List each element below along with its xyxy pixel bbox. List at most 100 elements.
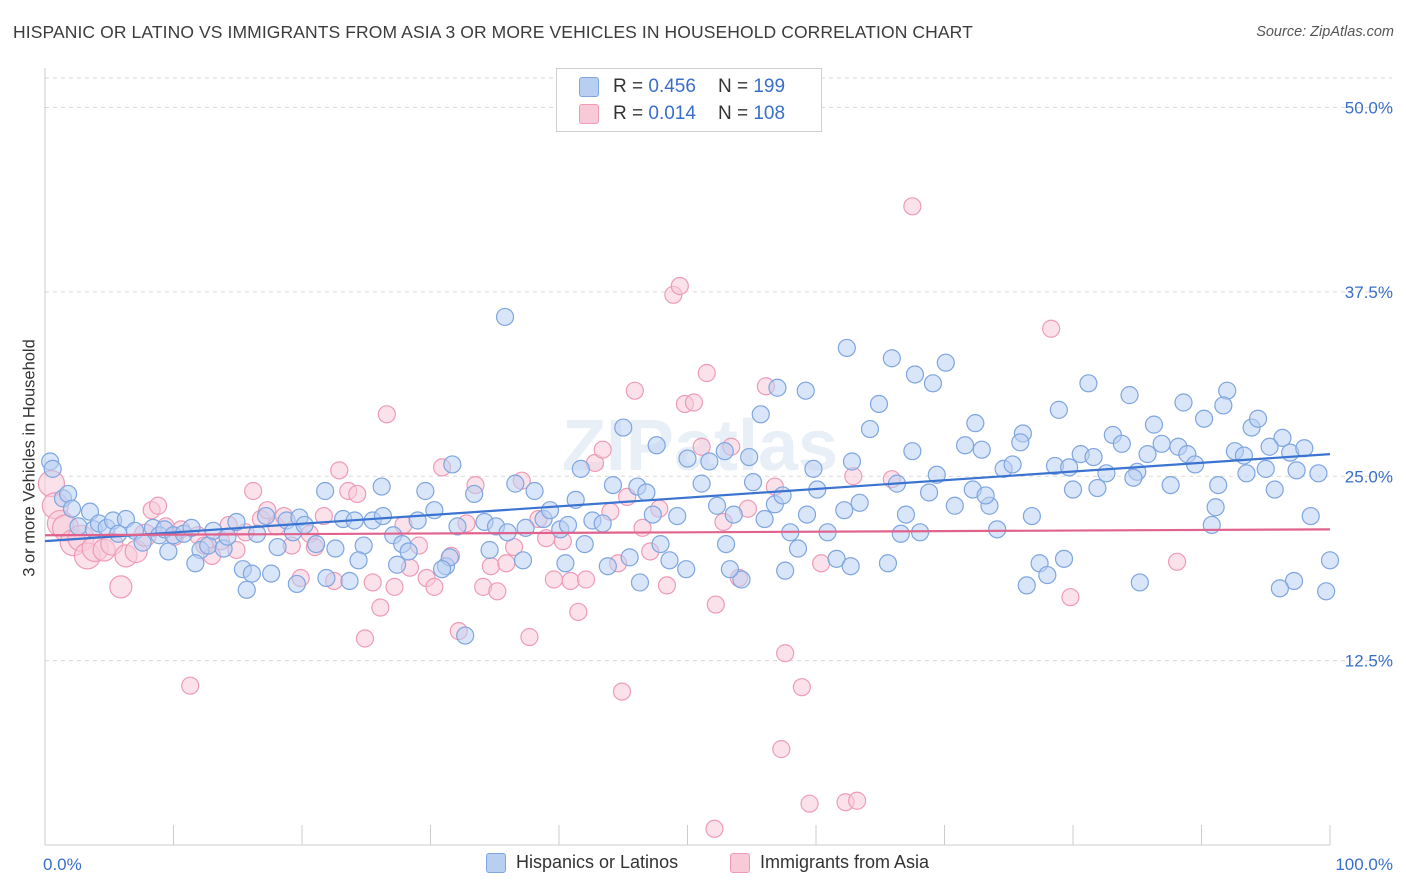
bottom-legend-label: Hispanics or Latinos <box>516 852 679 872</box>
data-point <box>603 476 623 495</box>
data-point <box>670 276 689 296</box>
data-point <box>797 505 817 524</box>
data-point <box>316 481 335 501</box>
data-point <box>1042 319 1061 338</box>
data-point <box>878 554 898 573</box>
data-point <box>837 338 856 358</box>
data-point <box>558 515 578 535</box>
data-point <box>927 465 946 484</box>
data-point <box>697 363 716 383</box>
data-point <box>1167 552 1187 571</box>
data-point <box>1120 386 1139 405</box>
data-point <box>1060 458 1079 477</box>
data-point <box>891 524 910 543</box>
data-point <box>1287 461 1306 480</box>
y-tick-label: 25.0% <box>1345 467 1393 486</box>
data-point <box>109 575 133 599</box>
legend-n-value: 108 <box>753 103 786 124</box>
data-point <box>976 486 995 505</box>
data-point <box>1214 396 1233 415</box>
trend-line-1 <box>44 528 1331 537</box>
data-point <box>1295 439 1314 458</box>
data-point <box>262 564 281 583</box>
y-tick-label: 50.0% <box>1345 99 1393 118</box>
data-point <box>237 580 256 599</box>
data-point <box>448 517 467 536</box>
data-point <box>133 533 152 552</box>
data-point <box>520 627 539 647</box>
legend-row-hispanics: R = 0.456 N = 199 <box>579 75 785 99</box>
data-point <box>796 381 815 400</box>
data-point <box>244 481 263 501</box>
legend-swatch-pink <box>579 104 599 124</box>
data-point <box>513 551 533 570</box>
data-point <box>1152 434 1171 453</box>
data-point <box>792 678 811 697</box>
data-point <box>348 484 367 504</box>
data-point <box>988 520 1007 539</box>
data-point <box>1317 582 1336 601</box>
data-point <box>1301 506 1320 526</box>
correlation-legend: R = 0.456 N = 199 R = 0.014 N = 108 <box>556 68 822 132</box>
data-point <box>556 554 575 573</box>
data-point <box>540 501 560 520</box>
data-point <box>1011 433 1030 452</box>
data-point <box>416 481 435 501</box>
data-point <box>842 452 862 471</box>
data-point <box>692 474 711 493</box>
data-point <box>385 577 404 596</box>
data-point <box>1270 579 1289 598</box>
data-point <box>387 555 407 574</box>
data-point <box>869 394 889 414</box>
data-point <box>800 794 819 813</box>
data-point <box>495 307 515 327</box>
source-label: Source: ZipAtlas.com <box>1256 24 1394 40</box>
data-point <box>660 551 679 570</box>
data-point <box>850 493 869 512</box>
trend-lines <box>44 453 1331 543</box>
y-tick-label: 12.5% <box>1345 652 1393 671</box>
data-point <box>1003 455 1022 474</box>
data-point <box>705 819 724 838</box>
data-point <box>751 405 770 424</box>
data-point <box>363 573 382 592</box>
data-point <box>317 568 336 588</box>
data-point <box>812 554 831 573</box>
data-point <box>506 474 525 493</box>
data-point <box>936 353 955 372</box>
data-point <box>399 542 418 561</box>
data-point <box>966 414 985 433</box>
data-point <box>186 554 205 573</box>
data-point <box>544 570 563 589</box>
data-point <box>314 506 333 526</box>
chart-title: HISPANIC OR LATINO VS IMMIGRANTS FROM AS… <box>13 22 973 42</box>
data-point <box>668 506 687 526</box>
y-axis-label: 3 or more Vehicles in Household <box>20 339 39 577</box>
data-point <box>776 561 795 580</box>
data-point <box>287 574 306 594</box>
data-point <box>637 483 656 502</box>
data-point <box>692 437 711 456</box>
data-point <box>1237 464 1256 483</box>
data-point <box>576 570 596 589</box>
data-point <box>835 501 854 520</box>
data-point <box>768 378 787 397</box>
data-point <box>1161 476 1180 495</box>
data-point <box>571 459 590 478</box>
data-point <box>355 629 375 648</box>
data-point <box>625 381 644 400</box>
y-tick-label: 37.5% <box>1345 283 1393 302</box>
data-point <box>1112 434 1131 453</box>
data-point <box>1079 374 1098 393</box>
data-point <box>1138 445 1157 464</box>
data-point <box>371 598 390 617</box>
bottom-legend-swatch-pink <box>730 852 750 873</box>
data-point <box>678 449 697 468</box>
data-point <box>972 440 991 459</box>
data-point <box>330 461 349 480</box>
x-tick-label: 100.0% <box>1335 855 1393 874</box>
data-point <box>227 512 246 532</box>
data-point <box>148 496 168 515</box>
data-point <box>1234 446 1254 465</box>
